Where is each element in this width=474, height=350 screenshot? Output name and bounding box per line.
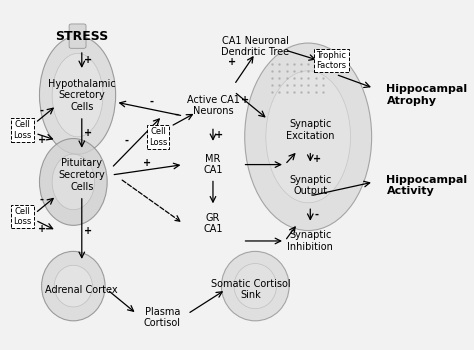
Text: Synaptic
Output: Synaptic Output	[289, 175, 331, 196]
Text: +: +	[37, 135, 46, 145]
Text: -: -	[40, 194, 44, 204]
Text: -: -	[124, 135, 128, 145]
Text: Somatic Cortisol
Sink: Somatic Cortisol Sink	[211, 279, 291, 300]
Text: Trophic
Factors: Trophic Factors	[316, 51, 346, 70]
Ellipse shape	[39, 139, 107, 225]
Text: +: +	[84, 128, 92, 138]
Text: GR
CA1: GR CA1	[203, 213, 223, 234]
Ellipse shape	[42, 251, 105, 321]
Text: STRESS: STRESS	[55, 30, 109, 43]
Text: +: +	[84, 55, 92, 65]
Text: MR
CA1: MR CA1	[203, 154, 223, 175]
Text: Hypothalamic
Secretory
Cells: Hypothalamic Secretory Cells	[48, 78, 116, 112]
Text: Synaptic
Excitation: Synaptic Excitation	[286, 119, 335, 141]
Text: +: +	[215, 130, 223, 140]
Text: Synaptic
Inhibition: Synaptic Inhibition	[287, 230, 333, 252]
Ellipse shape	[245, 43, 372, 231]
Text: Pituitary
Secretory
Cells: Pituitary Secretory Cells	[58, 159, 105, 191]
Ellipse shape	[221, 251, 289, 321]
Text: Active CA1
Neurons: Active CA1 Neurons	[187, 95, 239, 116]
Text: +: +	[241, 95, 249, 105]
Text: Plasma
Cortisol: Plasma Cortisol	[144, 307, 181, 328]
Text: -: -	[175, 109, 179, 119]
Ellipse shape	[266, 71, 350, 203]
Text: CA1 Neuronal
Dendritic Tree: CA1 Neuronal Dendritic Tree	[221, 36, 289, 57]
Text: Adrenal Cortex: Adrenal Cortex	[46, 285, 118, 295]
FancyBboxPatch shape	[69, 24, 86, 48]
Text: +: +	[143, 158, 151, 168]
Text: +: +	[37, 224, 46, 234]
Text: Cell
Loss: Cell Loss	[13, 207, 32, 226]
Text: -: -	[40, 106, 44, 116]
Text: Cell
Loss: Cell Loss	[13, 120, 32, 140]
Text: +: +	[312, 154, 321, 164]
Text: -: -	[315, 210, 319, 220]
Text: Cell
Loss: Cell Loss	[149, 127, 167, 147]
Ellipse shape	[39, 36, 116, 154]
Text: Hippocampal
Atrophy: Hippocampal Atrophy	[386, 84, 467, 106]
Ellipse shape	[55, 265, 92, 307]
Text: Hippocampal
Activity: Hippocampal Activity	[386, 175, 467, 196]
Text: +: +	[84, 225, 92, 236]
Ellipse shape	[234, 264, 276, 309]
Text: -: -	[150, 97, 154, 107]
Ellipse shape	[52, 54, 103, 137]
Ellipse shape	[52, 154, 94, 210]
Text: +: +	[228, 57, 236, 67]
